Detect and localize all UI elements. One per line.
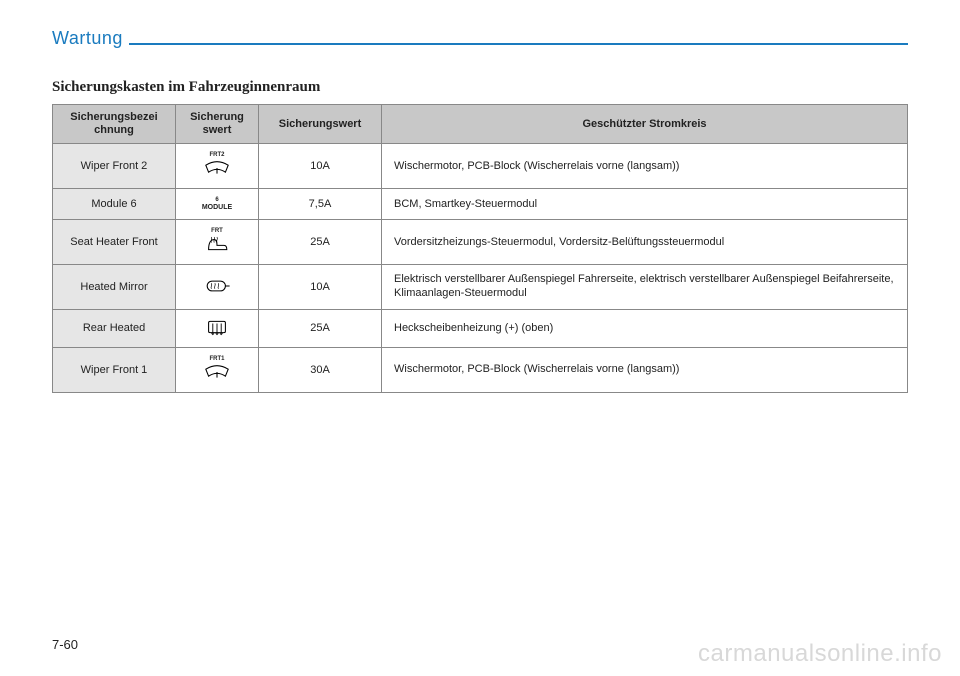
col-header-desc: Geschützter Stromkreis (382, 105, 908, 144)
fuse-name: Wiper Front 2 (53, 144, 176, 189)
fuse-rating: 7,5A (259, 189, 382, 220)
section-heading: Sicherungskasten im Fahrzeuginnenraum (52, 79, 908, 96)
fuse-name: Seat Heater Front (53, 220, 176, 265)
fuse-symbol (176, 265, 259, 310)
mirror-icon (203, 277, 231, 298)
table-row: Wiper Front 2 FRT2 10AWischermotor, PCB-Bl… (53, 144, 908, 189)
symbol-label: FRT (211, 228, 223, 234)
table-row: Wiper Front 1 FRT1 30AWischermotor, PCB-Bl… (53, 347, 908, 392)
fuse-table: Sicherungsbezei chnung Sicherung swert S… (52, 104, 908, 393)
fuse-symbol: FRT2 (176, 144, 259, 189)
page-header: Wartung (52, 28, 908, 49)
header-title: Wartung (52, 28, 129, 49)
fuse-description: Wischermotor, PCB-Block (Wischerrelais v… (382, 347, 908, 392)
page-number: 7-60 (52, 637, 78, 652)
fuse-symbol: FRT1 (176, 347, 259, 392)
col-header-rating: Sicherungswert (259, 105, 382, 144)
fuse-name: Heated Mirror (53, 265, 176, 310)
table-row: Module 66MODULE7,5ABCM, Smartkey-Steuerm… (53, 189, 908, 220)
seat-heater-icon (203, 235, 231, 256)
page-root: Wartung Sicherungskasten im Fahrzeuginne… (0, 0, 960, 413)
fuse-rating: 25A (259, 309, 382, 347)
fuse-description: BCM, Smartkey-Steuermodul (382, 189, 908, 220)
fuse-rating: 30A (259, 347, 382, 392)
table-row: Heated Mirror 10AElektrisch verstellbarer… (53, 265, 908, 310)
symbol-label: 6 (215, 197, 218, 203)
fuse-rating: 25A (259, 220, 382, 265)
table-row: Seat Heater Front FRT 25AVordersitzheizung… (53, 220, 908, 265)
fuse-description: Vordersitzheizungs-Steuermodul, Vordersi… (382, 220, 908, 265)
fuse-symbol: 6MODULE (176, 189, 259, 220)
fuse-symbol (176, 309, 259, 347)
module-icon: MODULE (202, 204, 232, 211)
wiper-icon (203, 363, 231, 384)
header-rule (129, 43, 908, 45)
fuse-description: Heckscheibenheizung (+) (oben) (382, 309, 908, 347)
col-header-name: Sicherungsbezei chnung (53, 105, 176, 144)
fuse-description: Elektrisch verstellbarer Außenspiegel Fa… (382, 265, 908, 310)
fuse-description: Wischermotor, PCB-Block (Wischerrelais v… (382, 144, 908, 189)
fuse-name: Rear Heated (53, 309, 176, 347)
watermark: carmanualsonline.info (698, 640, 942, 668)
wiper-icon (203, 159, 231, 180)
fuse-name: Wiper Front 1 (53, 347, 176, 392)
defrost-icon (203, 318, 231, 339)
table-row: Rear Heated 25AHeckscheibenheizung (+) (o… (53, 309, 908, 347)
symbol-label: FRT1 (210, 356, 225, 362)
fuse-name: Module 6 (53, 189, 176, 220)
symbol-label: FRT2 (210, 152, 225, 158)
fuse-symbol: FRT (176, 220, 259, 265)
col-header-symbol: Sicherung swert (176, 105, 259, 144)
fuse-rating: 10A (259, 144, 382, 189)
fuse-rating: 10A (259, 265, 382, 310)
